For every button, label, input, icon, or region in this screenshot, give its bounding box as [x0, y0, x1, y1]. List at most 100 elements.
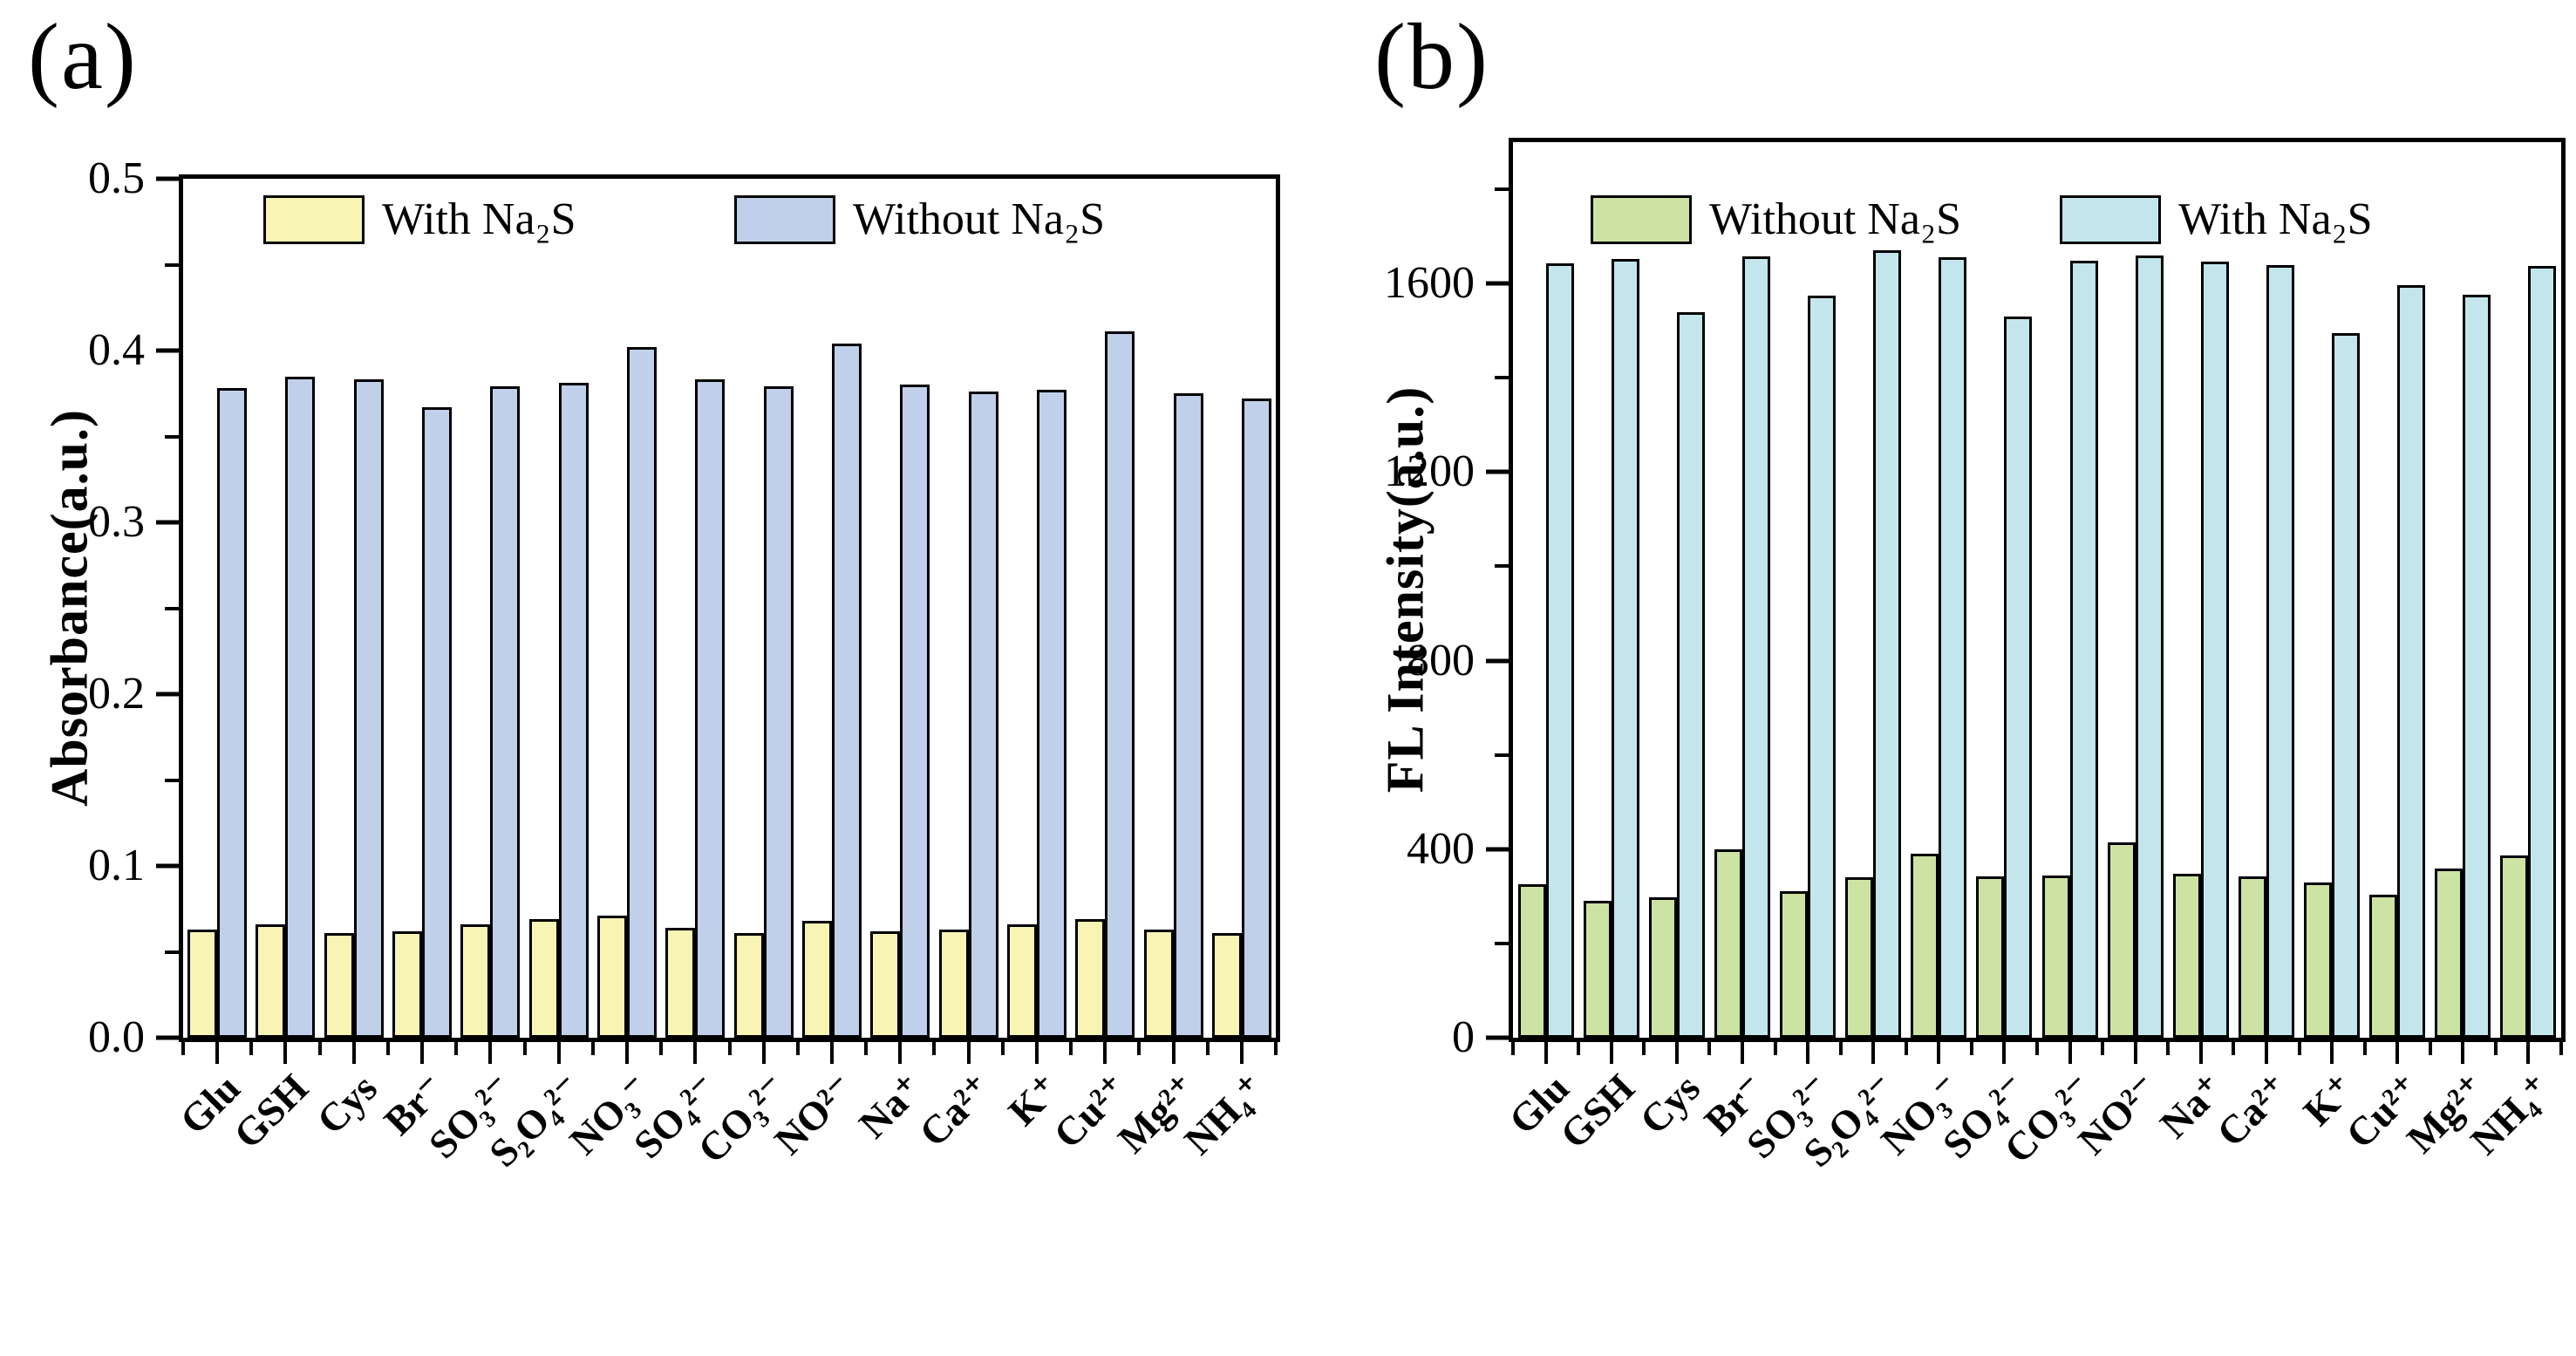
x-axis-minor-tick: [1511, 1038, 1515, 1055]
x-axis-minor-tick: [932, 1038, 937, 1055]
figure-page: { "chart_data": [ { "type": "bar", "pane…: [28, 10, 2566, 1175]
x-axis-major-tick: [1544, 1038, 1548, 1064]
bar-without-na₂s: [1714, 849, 1742, 1038]
panel-b-legend-item-with-na2s: With Na₂S: [2060, 195, 2373, 244]
bar-without-na₂s: [627, 347, 657, 1038]
y-axis-minor-tick: [1495, 564, 1509, 569]
bar-without-na₂s: [1845, 877, 1873, 1038]
bar-with-na₂s: [1808, 296, 1836, 1038]
x-axis-major-tick: [829, 1038, 834, 1064]
bar-without-na₂s: [1105, 331, 1135, 1038]
bar-with-na₂s: [529, 919, 559, 1038]
bar-without-na₂s: [1780, 891, 1808, 1038]
panel-b-plot-area: 0 400 800 1200 1600 Glu GSH Cys Br⁻ SO₃²⁻ S₂O₄²⁻ NO…: [1384, 138, 2566, 1175]
y-axis-major-tick: [1486, 281, 1509, 286]
x-axis-major-tick: [2133, 1038, 2137, 1064]
bar-without-na₂s: [1649, 897, 1677, 1038]
bar-without-na₂s: [969, 392, 998, 1038]
x-axis-major-tick: [2526, 1038, 2531, 1064]
panel-b-legend-item-without-na2s: Without Na₂S: [1591, 195, 1961, 244]
bar-with-na₂s: [324, 933, 354, 1038]
x-axis-major-tick: [1103, 1038, 1107, 1064]
bar-without-na₂s: [695, 379, 725, 1038]
y-axis-minor-tick: [165, 778, 179, 782]
x-axis-major-tick: [1609, 1038, 1613, 1064]
y-axis-major-tick: [156, 348, 179, 353]
x-axis-major-tick: [556, 1038, 561, 1064]
y-axis-minor-tick: [1495, 376, 1509, 380]
bar-without-na₂s: [285, 377, 315, 1038]
x-axis-major-tick: [2198, 1038, 2203, 1064]
x-axis-major-tick: [1171, 1038, 1176, 1064]
bar-with-na₂s: [2004, 317, 2032, 1038]
bar-with-na₂s: [939, 930, 969, 1038]
x-axis-major-tick: [2002, 1038, 2007, 1064]
bar-without-na₂s: [2239, 876, 2266, 1038]
y-axis-major-tick: [1486, 1035, 1509, 1040]
y-axis-tick-label: 0.4: [88, 325, 145, 375]
x-axis-major-tick: [420, 1038, 425, 1064]
x-axis-major-tick: [1674, 1038, 1679, 1064]
y-axis-minor-tick: [165, 950, 179, 954]
y-axis-tick-label: 0.0: [88, 1012, 145, 1062]
y-axis-major-tick: [1486, 847, 1509, 852]
bar-with-na₂s: [2463, 295, 2491, 1038]
x-axis-minor-tick: [2362, 1038, 2367, 1055]
panel-a-legend-item-without-na2s: Without Na₂S: [734, 195, 1105, 244]
bar-without-na₂s: [2500, 855, 2528, 1038]
y-axis-tick-label: 1600: [1384, 258, 1475, 309]
bar-with-na₂s: [1007, 924, 1037, 1038]
x-axis-minor-tick: [1969, 1038, 1973, 1055]
x-axis-minor-tick: [2101, 1038, 2105, 1055]
x-axis-major-tick: [2264, 1038, 2268, 1064]
bar-with-na₂s: [187, 930, 217, 1038]
bar-without-na₂s: [1911, 854, 1939, 1038]
x-axis-major-tick: [966, 1038, 971, 1064]
y-axis-major-tick: [156, 176, 179, 181]
x-axis-major-tick: [1239, 1038, 1244, 1064]
bar-without-na₂s: [2369, 895, 2397, 1038]
bar-without-na₂s: [2304, 882, 2332, 1038]
bar-with-na₂s: [665, 928, 695, 1038]
x-axis-minor-tick: [590, 1038, 595, 1055]
x-axis-major-tick: [2330, 1038, 2334, 1064]
x-axis-major-tick: [625, 1038, 630, 1064]
x-axis-minor-tick: [1577, 1038, 1581, 1055]
y-axis-minor-tick: [165, 606, 179, 610]
bar-with-na₂s: [1546, 263, 1574, 1038]
bar-with-na₂s: [1939, 257, 1966, 1038]
x-axis-minor-tick: [385, 1038, 390, 1055]
x-axis-major-tick: [1740, 1038, 1744, 1064]
x-axis-minor-tick: [522, 1038, 527, 1055]
bar-with-na₂s: [256, 924, 285, 1038]
x-axis-minor-tick: [864, 1038, 869, 1055]
bar-with-na₂s: [2528, 266, 2556, 1038]
x-axis-minor-tick: [2232, 1038, 2236, 1055]
bar-with-na₂s: [1075, 919, 1105, 1038]
bar-with-na₂s: [1612, 259, 1639, 1038]
bar-with-na₂s: [734, 933, 764, 1038]
x-axis-minor-tick: [1773, 1038, 1777, 1055]
bar-with-na₂s: [2332, 333, 2360, 1038]
x-axis-major-tick: [283, 1038, 288, 1064]
x-axis-minor-tick: [2428, 1038, 2432, 1055]
bar-without-na₂s: [2042, 876, 2070, 1038]
y-axis-minor-tick: [165, 262, 179, 267]
bar-without-na₂s: [490, 386, 520, 1038]
x-axis-minor-tick: [1904, 1038, 1908, 1055]
panel-a-legend-swatch-without-na2s: [734, 195, 835, 244]
bar-without-na₂s: [559, 383, 589, 1038]
bar-without-na₂s: [1518, 884, 1546, 1038]
y-axis-tick-label: 1200: [1384, 446, 1475, 497]
x-axis-major-tick: [2395, 1038, 2400, 1064]
panel-a-plot-area: 0.0 0.1 0.2 0.3 0.4 0.5 Glu GSH Cys Br⁻ SO₃²⁻ S₂O₄²…: [88, 156, 1280, 1175]
bar-with-na₂s: [392, 931, 422, 1038]
x-axis-minor-tick: [1069, 1038, 1073, 1055]
y-axis-tick-label: 0.3: [88, 497, 145, 547]
bar-without-na₂s: [764, 386, 794, 1038]
bar-without-na₂s: [1174, 393, 1203, 1038]
panel-b-legend-label-with-na2s: With Na₂S: [2178, 194, 2373, 244]
x-axis-minor-tick: [1137, 1038, 1141, 1055]
bar-with-na₂s: [1212, 933, 1242, 1038]
y-axis-tick-label: 0: [1452, 1012, 1475, 1062]
